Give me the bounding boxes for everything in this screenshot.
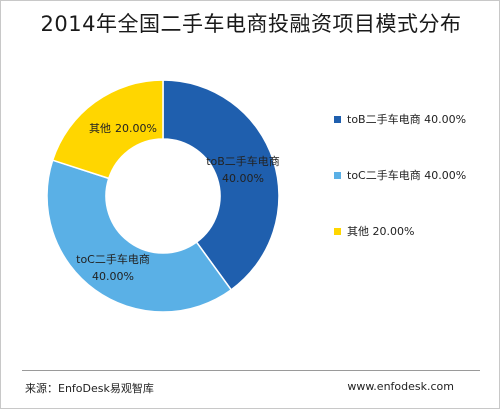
donut-slice-3 [51, 79, 164, 180]
donut-slice-1 [162, 79, 280, 291]
slice-label-name-2: toC二手车电商 [76, 252, 150, 266]
footer-divider [22, 370, 480, 371]
legend-label-2: toC二手车电商 40.00% [347, 168, 466, 182]
chart-legend: toB二手车电商 40.00% toC二手车电商 40.00% 其他 20.00% [334, 112, 466, 238]
legend-swatch-1 [334, 116, 341, 123]
slice-label-value-1: 40.00% [222, 172, 264, 185]
website-text: www.enfodesk.com [347, 380, 454, 393]
slice-labels: toB二手车电商 40.00% toC二手车电商 40.00% 其他 20.00% [76, 122, 280, 283]
legend-label-3: 其他 20.00% [347, 225, 414, 238]
donut-slices [46, 79, 280, 313]
source-text: 来源：EnfoDesk易观智库 [25, 382, 154, 395]
donut-slice-2 [46, 159, 233, 313]
slice-label-value-2: 40.00% [92, 270, 134, 283]
legend-swatch-2 [334, 172, 341, 179]
chart-title: 2014年全国二手车电商投融资项目模式分布 [40, 12, 462, 36]
legend-swatch-3 [334, 228, 341, 235]
slice-label-name-3: 其他 [89, 122, 111, 135]
legend-label-1: toB二手车电商 40.00% [347, 112, 466, 126]
slice-label-name-1: toB二手车电商 [206, 154, 280, 168]
slice-label-value-3: 20.00% [115, 122, 157, 135]
